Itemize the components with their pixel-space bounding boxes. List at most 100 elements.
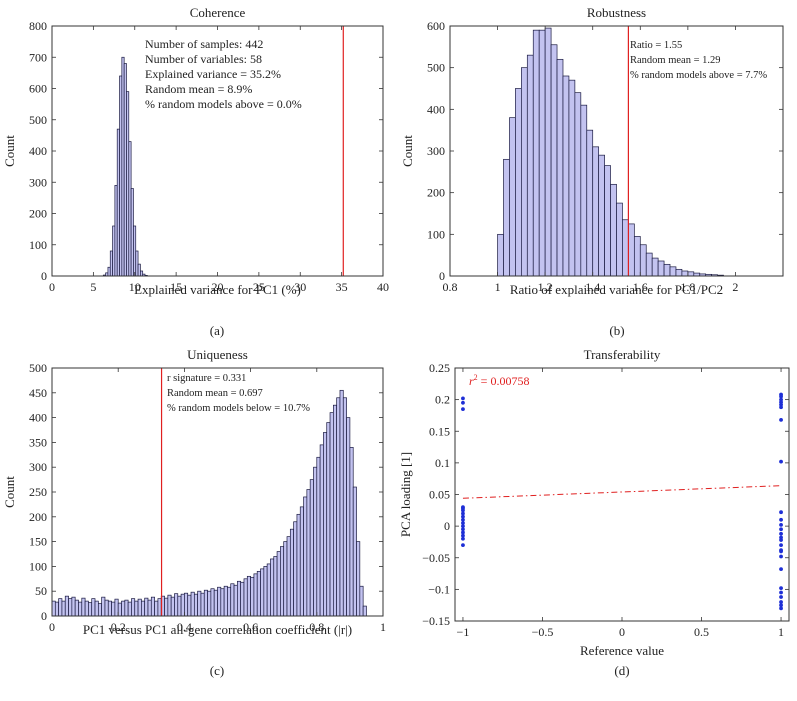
scatter-point xyxy=(779,595,783,599)
histogram-bar xyxy=(639,244,647,277)
scatter-point xyxy=(461,514,465,519)
histogram-bar xyxy=(144,597,149,617)
y-tick-label: 0 xyxy=(41,269,47,283)
histogram-bar xyxy=(299,506,304,617)
scatter-point xyxy=(461,527,465,532)
x-tick-label: 2 xyxy=(732,280,738,294)
annotation-text: r signature = 0.331 xyxy=(167,373,246,384)
histogram-bar xyxy=(352,486,357,617)
histogram-bar xyxy=(200,592,205,617)
histogram-bar xyxy=(253,573,258,617)
histogram-bar xyxy=(213,589,218,617)
histogram-bar xyxy=(74,599,79,617)
histogram-bar xyxy=(117,602,122,617)
y-tick-label: 450 xyxy=(29,386,47,400)
histogram-bar xyxy=(329,412,334,617)
x-axis-label: PC1 versus PC1 all-gene correlation coef… xyxy=(83,622,352,637)
histogram-bar xyxy=(526,54,534,277)
histogram-bar xyxy=(309,479,314,617)
annotation-text: Number of samples: 442 xyxy=(145,37,263,51)
y-tick-label: 350 xyxy=(29,435,47,449)
y-tick-label: 0.25 xyxy=(429,361,450,375)
x-tick-label: 10 xyxy=(129,280,141,294)
x-tick-label: 25 xyxy=(253,280,265,294)
y-tick-label: 600 xyxy=(29,82,47,96)
scatter-point xyxy=(461,511,465,516)
x-tick-label: 0.8 xyxy=(443,280,458,294)
scatter-point xyxy=(779,459,783,464)
histogram-bar xyxy=(669,266,677,277)
scatter-point xyxy=(779,554,783,559)
scatter-point xyxy=(779,548,783,553)
y-tick-label: 600 xyxy=(427,19,445,33)
histogram-bar xyxy=(246,575,251,617)
histogram-bar xyxy=(203,589,208,617)
histogram-bar xyxy=(58,598,63,617)
x-tick-label: 1.6 xyxy=(633,280,648,294)
y-tick-label: 400 xyxy=(29,411,47,425)
histogram-bar xyxy=(190,591,195,617)
annotation-text: Random mean = 1.29 xyxy=(630,55,721,66)
histogram-bar xyxy=(114,598,119,617)
panel-uniqueness: 0 0.2 0.4 0.6 0.8 1 0 50 100 150 200 250 300 350 400 45… xyxy=(2,347,386,678)
histogram-bar xyxy=(313,466,318,617)
x-tick-label: 0.5 xyxy=(694,625,709,639)
y-tick-label: 0.2 xyxy=(435,393,450,407)
y-tick-label: 0 xyxy=(439,269,445,283)
y-tick-label: 400 xyxy=(427,102,445,116)
histogram-bar xyxy=(616,202,623,277)
histogram-bar xyxy=(184,592,189,617)
histogram-bar xyxy=(610,183,617,277)
y-tick-label: 200 xyxy=(427,186,445,200)
annotation-text: Random mean = 0.697 xyxy=(167,388,263,399)
scatter-point xyxy=(461,517,465,522)
histogram-bar xyxy=(240,581,245,617)
histogram-bar xyxy=(276,551,281,617)
scatter-point xyxy=(779,405,783,410)
panel-coherence: 0 5 10 15 20 25 30 35 40010020030040050060070080… xyxy=(2,5,389,338)
scatter-point xyxy=(779,586,783,591)
x-tick-label: 0 xyxy=(619,625,625,639)
x-tick-label: 0 xyxy=(49,280,55,294)
histogram-bar xyxy=(296,513,301,617)
histogram-bar xyxy=(217,586,222,617)
histogram-bar xyxy=(237,580,242,617)
histogram-bar xyxy=(78,601,83,617)
y-tick-label: 0 xyxy=(444,519,450,533)
histogram-bar xyxy=(316,456,321,617)
histogram-bar xyxy=(157,598,162,617)
histogram-bar xyxy=(663,263,671,277)
histogram-bar xyxy=(544,27,552,277)
histogram-bar xyxy=(150,596,155,617)
histogram-bar xyxy=(687,271,695,277)
y-tick-label: 300 xyxy=(427,144,445,158)
y-tick-label: 500 xyxy=(427,61,445,75)
histogram-bar xyxy=(538,29,546,277)
y-tick-label: 200 xyxy=(29,510,47,524)
y-tick-label: 800 xyxy=(29,19,47,33)
y-tick-label: −0.05 xyxy=(422,551,450,565)
histogram-bar xyxy=(94,600,99,617)
histogram-bar xyxy=(333,404,338,617)
histogram-bar xyxy=(633,236,641,277)
histogram-bar xyxy=(628,223,635,277)
histogram-bar xyxy=(521,67,528,277)
scatter-point xyxy=(779,538,783,542)
scatter-point xyxy=(779,600,783,604)
histogram-bar xyxy=(54,601,59,617)
scatter-point xyxy=(461,506,465,511)
histogram-bar xyxy=(509,117,516,277)
histogram-bar xyxy=(342,397,347,617)
histogram-bar xyxy=(243,578,248,617)
x-axis-label: Reference value xyxy=(580,643,664,658)
histogram-bar xyxy=(167,594,172,617)
scatter-point xyxy=(779,517,783,522)
histogram-bar xyxy=(170,596,175,617)
histogram-bar xyxy=(207,590,212,617)
histogram-bar xyxy=(289,528,294,617)
panel-robustness: 0.8 1 1.2 1.4 1.6 1.8 2 0 100 200 300 400 500 600 Robu… xyxy=(400,5,784,338)
y-tick-label: 0.15 xyxy=(429,424,450,438)
histogram-bar xyxy=(556,58,564,277)
x-tick-label: 30 xyxy=(294,280,306,294)
